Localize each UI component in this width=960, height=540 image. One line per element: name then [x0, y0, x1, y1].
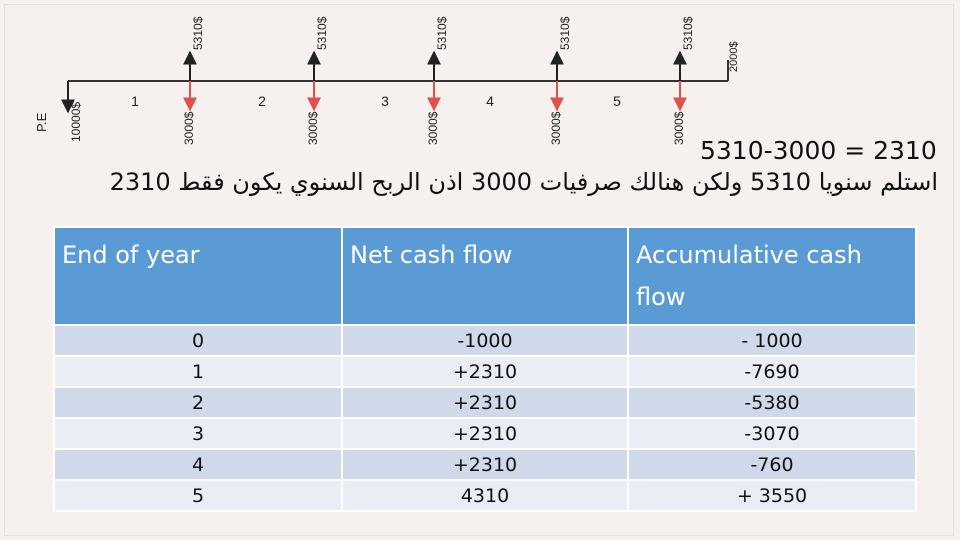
expense-label: 3000$ [306, 111, 320, 145]
cell-net-cash-flow: 4310 [341, 479, 629, 512]
income-label: 5310$ [681, 16, 695, 50]
period-label: 2 [258, 93, 266, 109]
expense-label: 3000$ [672, 111, 686, 145]
table-row: 1 +2310 -7690 [53, 355, 917, 388]
cell-year: 2 [53, 386, 343, 419]
profit-equation: 5310-3000 = 2310 [700, 136, 937, 165]
pe-label: P.E [34, 112, 49, 132]
period-label: 4 [486, 93, 494, 109]
period-label: 1 [131, 93, 139, 109]
header-net-cash-flow: Net cash flow [341, 226, 629, 326]
cell-year: 5 [53, 479, 343, 512]
period-label: 5 [613, 93, 621, 109]
period-label: 3 [381, 93, 389, 109]
table-row: 2 +2310 -5380 [53, 386, 917, 419]
cash-flow-table: End of year Net cash flow Accumulative c… [53, 226, 917, 512]
cell-accumulative: -7690 [627, 355, 917, 388]
income-label: 5310$ [558, 16, 572, 50]
table-row: 0 -1000 - 1000 [53, 324, 917, 357]
income-label: 5310$ [435, 16, 449, 50]
cell-year: 0 [53, 324, 343, 357]
cell-accumulative: + 3550 [627, 479, 917, 512]
cell-net-cash-flow: +2310 [341, 448, 629, 481]
expense-label: 3000$ [549, 111, 563, 145]
table-row: 3 +2310 -3070 [53, 417, 917, 450]
cell-net-cash-flow: +2310 [341, 417, 629, 450]
header-accumulative-cash-flow: Accumulative cash flow [627, 226, 917, 326]
expense-label: 3000$ [426, 111, 440, 145]
cell-accumulative: - 1000 [627, 324, 917, 357]
cell-year: 1 [53, 355, 343, 388]
table-header-row: End of year Net cash flow Accumulative c… [53, 226, 917, 326]
cell-net-cash-flow: -1000 [341, 324, 629, 357]
table-row: 5 4310 + 3550 [53, 479, 917, 512]
cell-accumulative: -3070 [627, 417, 917, 450]
cell-accumulative: -5380 [627, 386, 917, 419]
table-row: 4 +2310 -760 [53, 448, 917, 481]
salvage-label: 2000$ [728, 41, 740, 72]
income-label: 5310$ [315, 16, 329, 50]
initial-cost-label: 10000$ [69, 102, 83, 142]
cell-year: 4 [53, 448, 343, 481]
income-label: 5310$ [191, 16, 205, 50]
cash-flow-diagram: 5310$ 5310$ 5310$ 5310$ 5310$ 3000$ 3000$ 3000$… [34, 16, 740, 145]
cell-accumulative: -760 [627, 448, 917, 481]
cell-year: 3 [53, 417, 343, 450]
header-end-of-year: End of year [53, 226, 343, 326]
cell-net-cash-flow: +2310 [341, 355, 629, 388]
cell-net-cash-flow: +2310 [341, 386, 629, 419]
expense-label: 3000$ [182, 111, 196, 145]
arabic-explanation: استلم سنويا 5310 ولكن هنالك صرفيات 3000 … [109, 168, 938, 196]
slide-frame [4, 4, 954, 536]
